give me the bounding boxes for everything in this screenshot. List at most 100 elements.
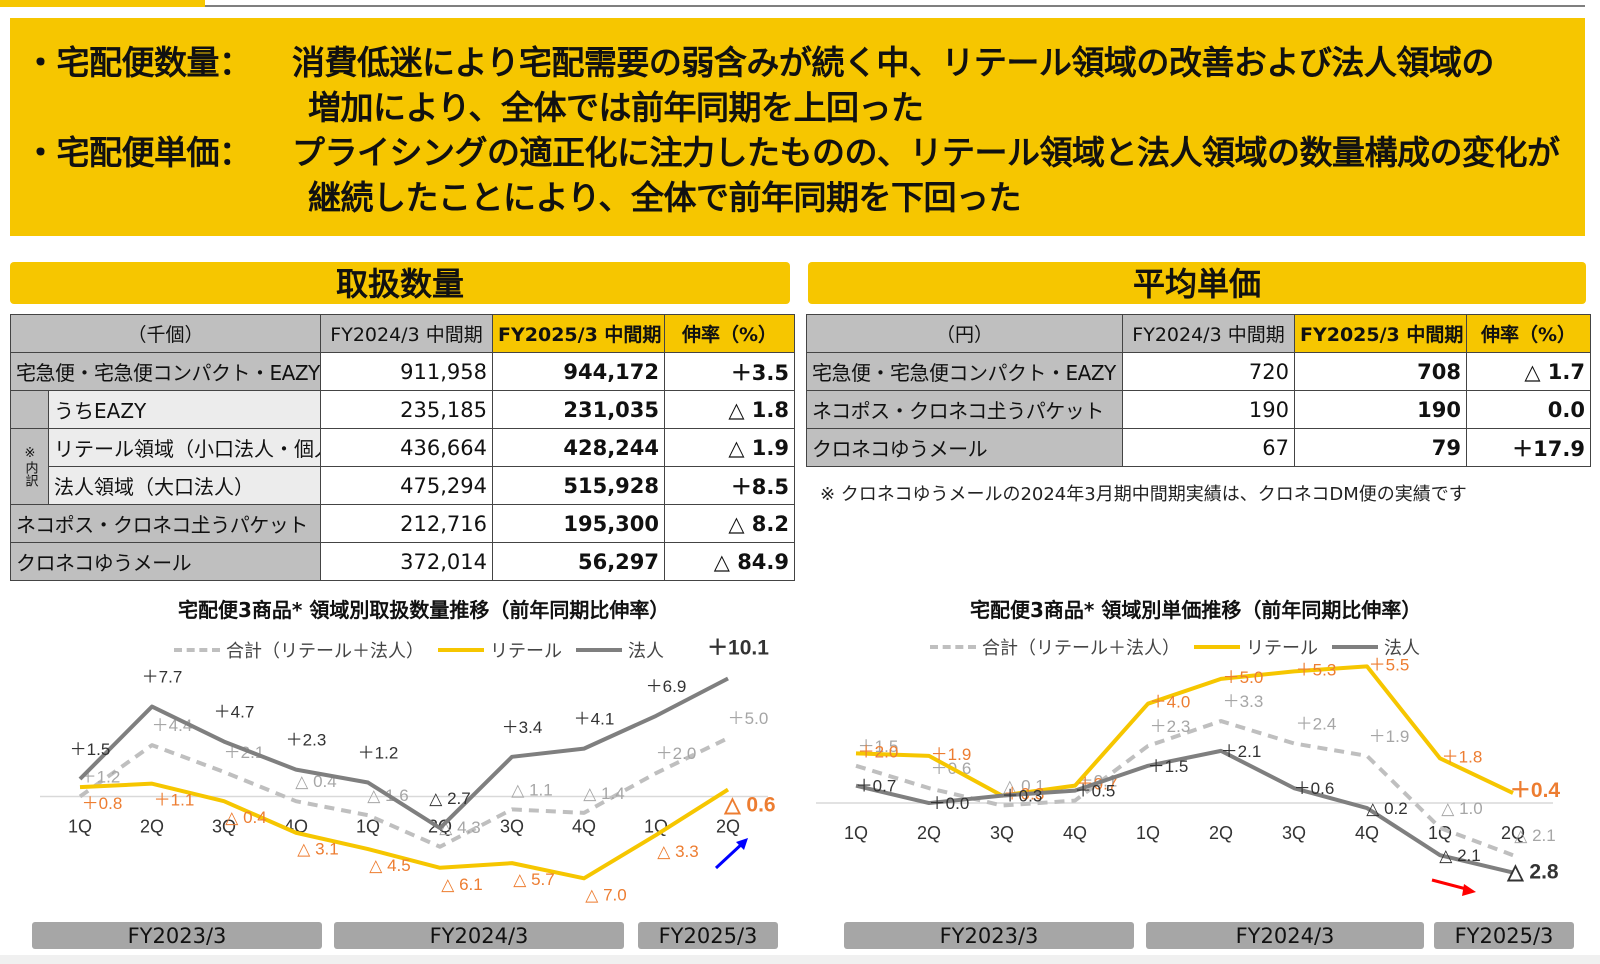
breakdown-side-label: ※内訳 bbox=[10, 428, 49, 505]
x-tick-label: 3Q bbox=[1282, 823, 1306, 843]
trend-arrow-up bbox=[714, 840, 746, 870]
data-label-retail: ＋5.3 bbox=[1296, 660, 1337, 679]
row-rate: ＋3.5 bbox=[664, 352, 796, 391]
x-tick-label: 3Q bbox=[500, 817, 524, 837]
fy-label-fy2024: FY2024/3 bbox=[1146, 922, 1424, 949]
row-prev: 720 bbox=[1122, 352, 1295, 391]
volume-col-prev: FY2024/3 中間期 bbox=[320, 314, 494, 353]
table-header-row: （千個） FY2024/3 中間期 FY2025/3 中間期 伸率（%） bbox=[9, 314, 796, 353]
table-row: ネコポス・クロネコ𡈽うパケット 212,716 195,300 △ 8.2 bbox=[9, 504, 796, 543]
row-prev: 911,958 bbox=[320, 352, 494, 391]
volume-section-title: 取扱数量 bbox=[10, 262, 790, 304]
summary-text-volume: 消費低迷により宅配需要の弱含みが続く中、リテール領域の改善および法人領域の bbox=[292, 43, 1494, 82]
row-curr: 428,244 bbox=[492, 428, 666, 467]
volume-chart-title: 宅配便3商品* 領域別取扱数量推移（前年同期比伸率） bbox=[178, 598, 670, 622]
series-line-retail bbox=[855, 664, 1514, 798]
data-label-retail: ＋2.0 bbox=[858, 742, 899, 761]
price-chart-title: 宅配便3商品* 領域別単価推移（前年同期比伸率） bbox=[970, 598, 1422, 622]
x-tick-label: 1Q bbox=[68, 817, 92, 837]
row-curr: 944,172 bbox=[492, 352, 666, 391]
row-label: うちEAZY bbox=[47, 390, 322, 429]
row-label: 宅急便・宅急便コンパクト・EAZY※ bbox=[9, 352, 322, 391]
data-label-total: ＋2.0 bbox=[656, 744, 697, 763]
price-col-rate: 伸率（%） bbox=[1466, 314, 1591, 353]
legend-retail-swatch bbox=[438, 648, 484, 652]
fy-label-fy2023: FY2023/3 bbox=[844, 922, 1134, 949]
legend-total-swatch bbox=[174, 648, 220, 652]
data-label-total: △ 1.0 bbox=[1441, 799, 1482, 818]
legend-retail-label: リテール bbox=[490, 641, 562, 662]
table-row: ネコポス・クロネコ𡈽うパケット 190 190 0.0 bbox=[806, 390, 1591, 429]
data-label-retail: ＋5.0 bbox=[1223, 668, 1264, 687]
series-line-corporate bbox=[78, 676, 729, 831]
data-label-corporate: △ 2.7 bbox=[429, 789, 470, 808]
data-label-corporate: ＋0.5 bbox=[1075, 782, 1116, 801]
data-label-total: ＋1.2 bbox=[80, 768, 121, 787]
data-label-retail: △ 3.1 bbox=[297, 840, 338, 859]
summary-head-price: ・宅配便単価： bbox=[24, 133, 252, 172]
price-col-prev: FY2024/3 中間期 bbox=[1122, 314, 1295, 353]
table-row: 宅急便・宅急便コンパクト・EAZY※ 911,958 944,172 ＋3.5 bbox=[9, 352, 796, 391]
summary-line-volume-cont: 増加により、全体では前年同期を上回った bbox=[308, 88, 924, 127]
data-label-retail: ＋0.4 bbox=[1510, 779, 1561, 802]
volume-col-curr: FY2025/3 中間期 bbox=[492, 314, 666, 353]
data-label-corporate: ＋2.1 bbox=[1221, 742, 1262, 761]
row-rate: △ 8.2 bbox=[664, 504, 796, 543]
table-row: うちEAZY 235,185 231,035 △ 1.8 bbox=[10, 390, 796, 429]
row-curr: 79 bbox=[1294, 428, 1467, 467]
data-label-total: ＋3.3 bbox=[1223, 692, 1264, 711]
legend-corporate-label: 法人 bbox=[1384, 638, 1420, 659]
row-curr: 515,928 bbox=[492, 466, 666, 505]
row-rate: △ 1.8 bbox=[664, 390, 796, 429]
table-row: 法人領域（大口法人） 475,294 515,928 ＋8.5 bbox=[11, 466, 796, 505]
data-label-corporate: ＋10.1 bbox=[707, 637, 769, 660]
data-label-corporate: ＋0.7 bbox=[856, 777, 897, 796]
summary-line-volume: ・宅配便数量： 消費低迷により宅配需要の弱含みが続く中、リテール領域の改善および… bbox=[24, 40, 1585, 85]
x-tick-label: 1Q bbox=[844, 823, 868, 843]
volume-table: （千個） FY2024/3 中間期 FY2025/3 中間期 伸率（%） 宅急便… bbox=[9, 314, 796, 581]
series-line-corporate bbox=[855, 748, 1514, 875]
row-prev: 436,664 bbox=[320, 428, 494, 467]
volume-unit: （千個） bbox=[9, 314, 322, 353]
volume-chart-legend: 合計（リテール＋法人） リテール 法人 bbox=[160, 637, 664, 663]
x-tick-label: 4Q bbox=[1063, 823, 1087, 843]
data-label-retail: ＋5.5 bbox=[1369, 655, 1410, 674]
data-label-retail: △ 4.5 bbox=[369, 856, 410, 875]
legend-retail-label: リテール bbox=[1246, 638, 1318, 659]
volume-col-rate: 伸率（%） bbox=[664, 314, 796, 353]
table-row: クロネコゆうメール 372,014 56,297 △ 84.9 bbox=[9, 542, 796, 581]
legend-total-label: 合計（リテール＋法人） bbox=[982, 638, 1180, 659]
row-label: クロネコゆうメール bbox=[806, 428, 1123, 467]
legend-retail-swatch bbox=[1194, 645, 1240, 649]
top-divider bbox=[205, 5, 1585, 7]
row-curr: 195,300 bbox=[492, 504, 666, 543]
data-label-total: ＋4.4 bbox=[152, 716, 193, 735]
data-label-corporate: ＋1.5 bbox=[1148, 757, 1189, 776]
row-rate: ＋17.9 bbox=[1466, 428, 1591, 467]
row-curr: 231,035 bbox=[492, 390, 666, 429]
series-line-total bbox=[78, 736, 729, 849]
series-line-total bbox=[855, 719, 1514, 858]
data-label-total: △ 1.1 bbox=[511, 780, 552, 799]
row-side-blank bbox=[10, 390, 49, 429]
data-label-total: △ 2.1 bbox=[1514, 826, 1555, 845]
data-label-corporate: ＋1.2 bbox=[358, 744, 399, 763]
row-curr: 708 bbox=[1294, 352, 1467, 391]
data-label-retail: △ 6.1 bbox=[441, 875, 482, 894]
row-label: ネコポス・クロネコ𡈽うパケット bbox=[9, 504, 322, 543]
data-label-retail: △ 7.0 bbox=[585, 885, 626, 904]
row-prev: 475,294 bbox=[320, 466, 494, 505]
data-label-corporate: ＋6.9 bbox=[646, 677, 687, 696]
fy-label-fy2025: FY2025/3 bbox=[1434, 922, 1574, 949]
table-row: ※内訳 リテール領域（小口法人・個人） 436,664 428,244 △ 1.… bbox=[10, 428, 796, 505]
summary-head-volume: ・宅配便数量： bbox=[24, 43, 252, 82]
legend-corporate-label: 法人 bbox=[628, 641, 664, 662]
trend-arrowhead-up bbox=[736, 838, 748, 850]
top-accent-bar bbox=[0, 0, 205, 7]
x-tick-label: 2Q bbox=[1501, 823, 1525, 843]
data-label-total: ＋5.0 bbox=[728, 709, 769, 728]
summary-line-price: ・宅配便単価： プライシングの適正化に注力したものの、リテール領域と法人領域の数… bbox=[24, 130, 1585, 175]
legend-total-label: 合計（リテール＋法人） bbox=[226, 641, 424, 662]
row-rate: △ 84.9 bbox=[664, 542, 796, 581]
row-prev: 190 bbox=[1122, 390, 1295, 429]
